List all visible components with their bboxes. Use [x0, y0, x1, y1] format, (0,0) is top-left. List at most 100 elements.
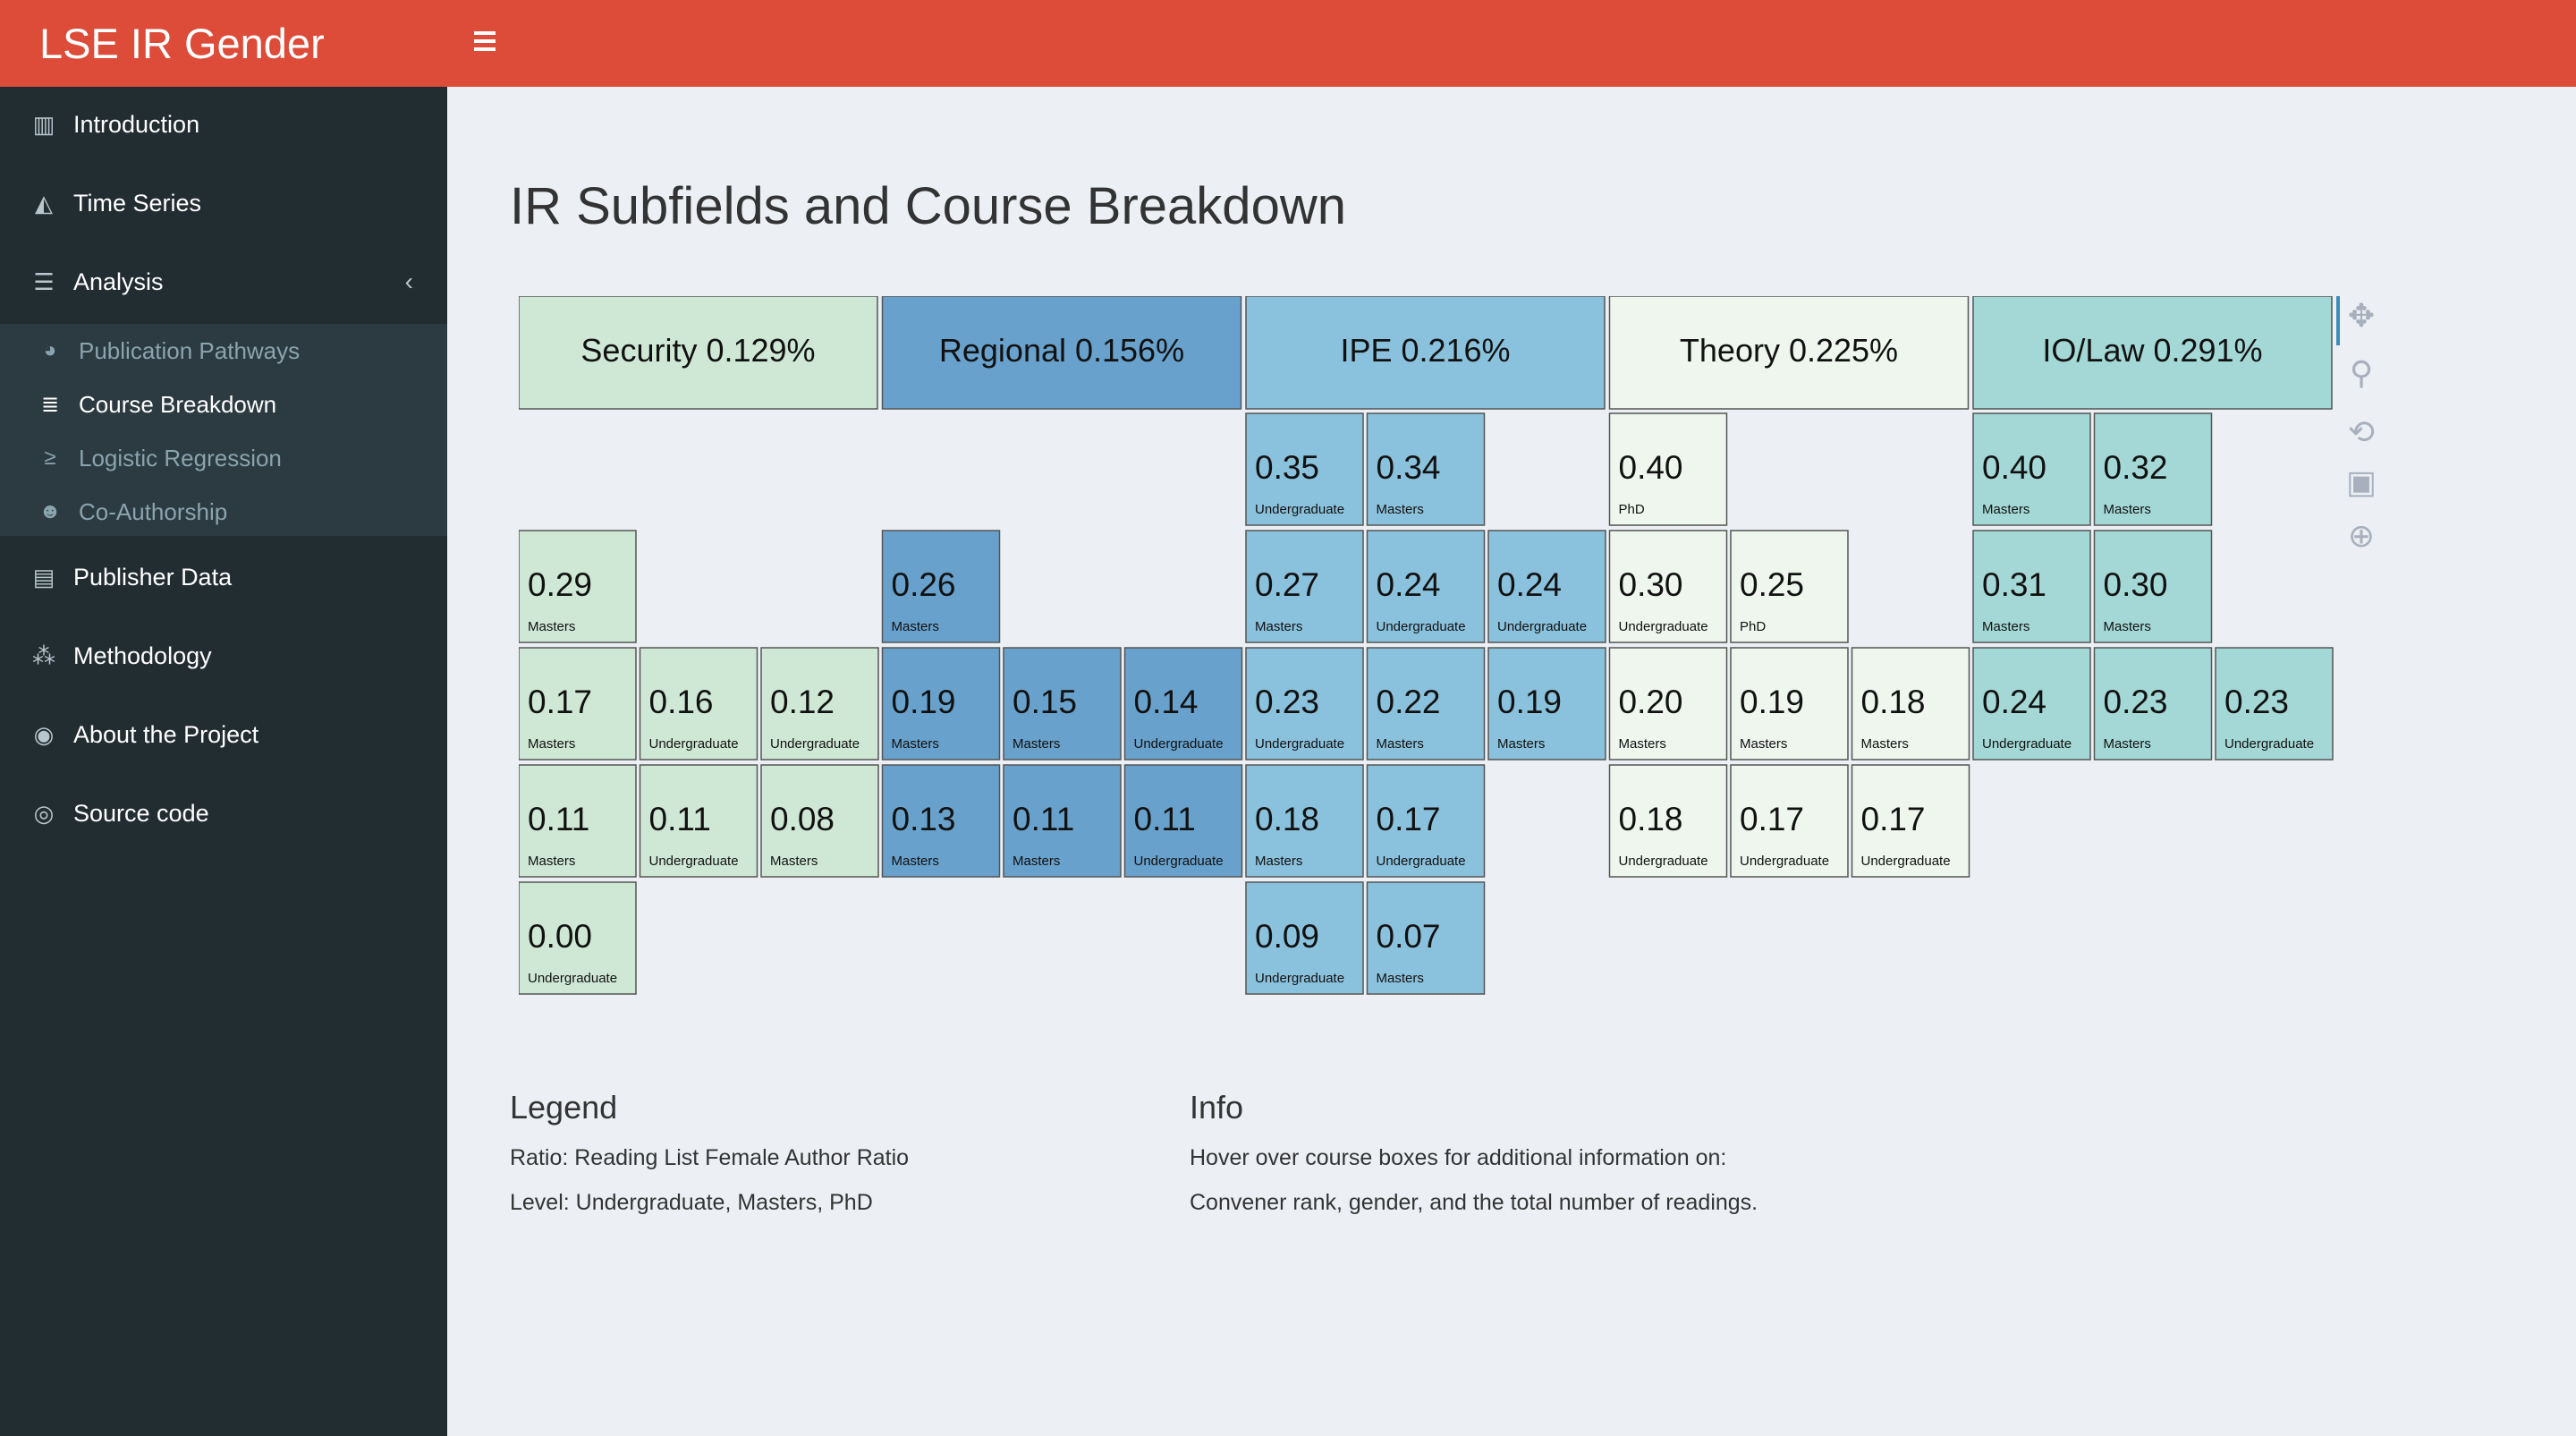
- course-box[interactable]: [2093, 647, 2213, 760]
- course-box[interactable]: [1730, 647, 1849, 760]
- course-box[interactable]: [881, 647, 1001, 760]
- course-ratio-label: 0.25: [1740, 566, 1804, 603]
- course-box[interactable]: [1608, 764, 1728, 878]
- course-ratio-label: 0.11: [649, 801, 711, 837]
- course-box[interactable]: [1003, 764, 1122, 878]
- course-ratio-label: 0.27: [1255, 566, 1319, 603]
- course-level-label: Masters: [892, 854, 939, 869]
- course-box[interactable]: [760, 647, 879, 760]
- course-ratio-label: 0.14: [1134, 684, 1199, 720]
- subfield-header-box[interactable]: [519, 296, 878, 410]
- github-icon: ◎: [33, 799, 55, 827]
- course-box[interactable]: [1245, 530, 1364, 643]
- course-ratio-label: 0.20: [1619, 684, 1683, 720]
- sidebar-item-label: Publication Pathways: [79, 336, 301, 364]
- course-box[interactable]: [1003, 647, 1122, 760]
- course-level-label: Masters: [1619, 736, 1666, 752]
- hamburger-icon[interactable]: [463, 27, 506, 63]
- course-level-label: Masters: [1377, 971, 1424, 986]
- page-title: IR Subfields and Course Breakdown: [510, 177, 1346, 235]
- sidebar-item-logistic-regression[interactable]: ≥ Logistic Regression: [0, 433, 447, 483]
- course-box[interactable]: [1245, 412, 1364, 526]
- sidebar-item-course-breakdown[interactable]: ≣ Course Breakdown: [0, 379, 447, 429]
- course-box[interactable]: [1245, 647, 1364, 760]
- course-box[interactable]: [1487, 530, 1606, 643]
- sidebar-item-source-code[interactable]: ◎ Source code: [0, 777, 447, 849]
- course-box[interactable]: [760, 764, 879, 878]
- course-box[interactable]: [1972, 647, 2091, 760]
- course-box[interactable]: [2093, 412, 2213, 526]
- app-title[interactable]: LSE IR Gender Project: [39, 20, 325, 154]
- course-box[interactable]: [1245, 764, 1364, 878]
- course-box[interactable]: [1851, 647, 1970, 760]
- move-icon[interactable]: ✥: [2347, 297, 2376, 334]
- subfield-header-box[interactable]: [1608, 296, 1970, 410]
- course-ratio-label: 0.34: [1377, 449, 1441, 486]
- course-level-label: Masters: [770, 854, 818, 869]
- sidebar-item-introduction[interactable]: ▥ Introduction: [0, 89, 447, 160]
- course-ratio-label: 0.40: [1619, 449, 1683, 486]
- course-box[interactable]: [1366, 530, 1486, 643]
- course-level-label: Masters: [1255, 854, 1302, 869]
- area-chart-icon: ◭: [35, 189, 53, 217]
- course-box[interactable]: [1245, 881, 1364, 995]
- list-icon: ≣: [40, 392, 60, 417]
- course-ratio-label: 0.17: [1377, 801, 1441, 837]
- subfield-header-box[interactable]: [1972, 296, 2333, 410]
- course-box[interactable]: [519, 881, 637, 995]
- course-box[interactable]: [1608, 530, 1728, 643]
- course-box[interactable]: [1123, 647, 1243, 760]
- course-box[interactable]: [1972, 412, 2091, 526]
- save-icon[interactable]: ▣: [2345, 463, 2377, 500]
- sidebar-item-publication-pathways[interactable]: ◕ Publication Pathways: [0, 326, 447, 376]
- course-box[interactable]: [2093, 530, 2213, 643]
- course-box[interactable]: [519, 647, 637, 760]
- sidebar-item-time-series[interactable]: ◭ Time Series: [0, 167, 447, 239]
- sidebar-item-about[interactable]: ◉ About the Project: [0, 699, 447, 770]
- course-box[interactable]: [2215, 647, 2334, 760]
- subfield-header-box[interactable]: [881, 296, 1242, 410]
- sidebar-item-analysis[interactable]: ☰ Analysis ‹: [0, 246, 447, 318]
- sidebar-item-methodology[interactable]: ⁂ Methodology: [0, 620, 447, 692]
- course-ratio-label: 0.17: [1740, 801, 1804, 837]
- course-ratio-label: 0.31: [1982, 566, 2046, 603]
- course-box[interactable]: [519, 764, 637, 878]
- course-level-label: Masters: [1982, 502, 2029, 517]
- reset-icon[interactable]: ⟲: [2347, 413, 2376, 450]
- sidebar-item-publisher-data[interactable]: ▤ Publisher Data: [0, 541, 447, 613]
- course-level-label: Undergraduate: [1255, 736, 1344, 752]
- sidebar-item-label: Co-Authorship: [79, 497, 228, 525]
- course-box[interactable]: [1366, 881, 1486, 995]
- course-level-label: Undergraduate: [1255, 502, 1344, 517]
- course-box[interactable]: [1123, 764, 1243, 878]
- course-box[interactable]: [639, 764, 758, 878]
- course-box[interactable]: [1366, 647, 1486, 760]
- course-box[interactable]: [1366, 412, 1486, 526]
- course-ratio-label: 0.24: [1377, 566, 1441, 603]
- zoom-icon[interactable]: ⚲: [2349, 354, 2374, 391]
- course-level-label: Masters: [1377, 736, 1424, 752]
- course-box[interactable]: [1972, 530, 2091, 643]
- course-box[interactable]: [519, 530, 637, 643]
- course-box[interactable]: [1851, 764, 1970, 878]
- book-icon: ▤: [32, 563, 55, 591]
- course-level-label: Masters: [1861, 736, 1909, 752]
- course-box[interactable]: [1608, 647, 1728, 760]
- subfield-header-box[interactable]: [1245, 296, 1606, 410]
- course-box[interactable]: [1487, 647, 1606, 760]
- course-level-label: Masters: [1740, 736, 1787, 752]
- course-box[interactable]: [1730, 764, 1849, 878]
- course-box[interactable]: [639, 647, 758, 760]
- course-box[interactable]: [881, 764, 1001, 878]
- course-level-label: Masters: [1497, 736, 1545, 752]
- select-icon[interactable]: ⊕: [2347, 517, 2376, 554]
- course-box[interactable]: [1366, 764, 1486, 878]
- course-box[interactable]: [881, 530, 1001, 643]
- course-level-label: Masters: [892, 736, 939, 752]
- top-header: LSE IR Gender Project: [0, 0, 2576, 154]
- course-box[interactable]: [1608, 412, 1728, 526]
- course-ratio-label: 0.15: [1013, 684, 1077, 720]
- sidebar-item-co-authorship[interactable]: ☻ Co-Authorship: [0, 487, 447, 537]
- course-level-label: Masters: [528, 736, 575, 752]
- course-box[interactable]: [1730, 530, 1849, 643]
